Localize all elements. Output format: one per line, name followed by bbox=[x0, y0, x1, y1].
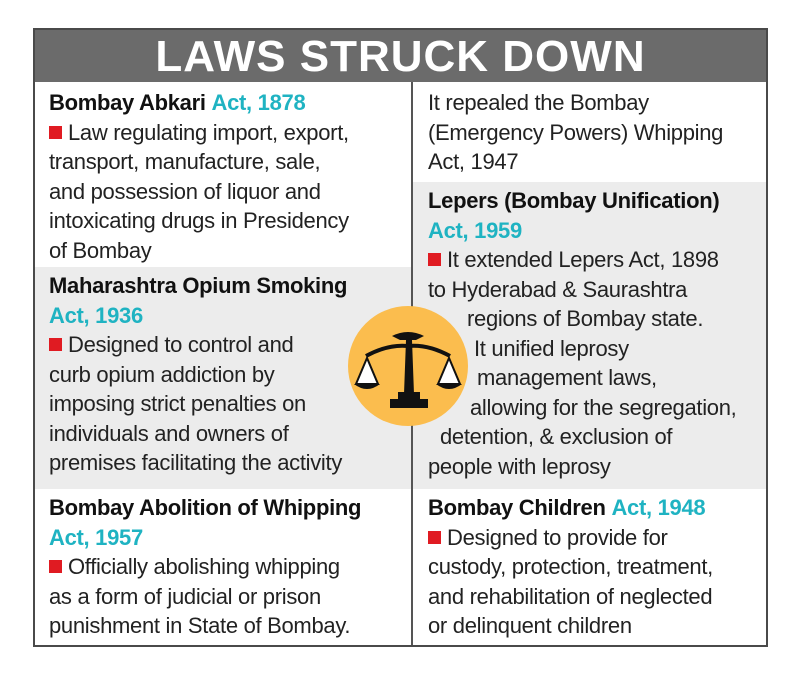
bullet-icon bbox=[49, 125, 62, 139]
text-line: allowing for the segregation, bbox=[470, 394, 737, 420]
bullet-icon bbox=[49, 338, 62, 351]
text-line: management laws, bbox=[477, 365, 657, 390]
text-line: or delinquent children bbox=[428, 613, 632, 638]
text-line: custody, protection, treatment, bbox=[428, 554, 713, 579]
text-line: individuals and owners of bbox=[49, 420, 289, 446]
text-line: Officially abolishing whipping bbox=[68, 554, 340, 579]
text-line: of Bombay bbox=[49, 237, 152, 263]
infographic: LAWS STRUCK DOWN Bombay Abkari Act, 1878… bbox=[33, 28, 768, 647]
bullet-icon bbox=[428, 253, 441, 266]
law-name: Maharashtra Opium Smoking bbox=[49, 273, 348, 298]
text-line: curb opium addiction by bbox=[49, 361, 275, 387]
law-lepers-unification: Lepers (Bombay Unification) Act, 1959 It… bbox=[413, 182, 766, 489]
text-line: and possession of liquor and bbox=[49, 178, 321, 204]
text-line: imposing strict penalties on bbox=[49, 391, 306, 416]
scales-of-justice-icon bbox=[348, 306, 468, 426]
act-year: Act, 1948 bbox=[611, 495, 706, 520]
text-line: as a form of judicial or prison bbox=[49, 583, 321, 609]
text-line: Designed to provide for bbox=[447, 524, 668, 550]
bullet-icon bbox=[428, 530, 441, 544]
text-line: (Emergency Powers) Whipping bbox=[428, 119, 724, 145]
text-line: and rehabilitation of neglected bbox=[428, 583, 713, 609]
text-line: people with leprosy bbox=[428, 453, 611, 479]
text-line: It extended Lepers Act, 1898 bbox=[447, 247, 719, 272]
act-year: Act, 1957 bbox=[49, 524, 143, 550]
text-line: It unified leprosy bbox=[474, 335, 629, 361]
text-line: regions of Bombay state. bbox=[467, 306, 704, 331]
act-year: Act, 1936 bbox=[49, 302, 143, 328]
act-year: Act, 1878 bbox=[211, 90, 306, 115]
text-line: Act, 1947 bbox=[428, 149, 519, 174]
act-year: Act, 1959 bbox=[428, 217, 522, 243]
text-line: punishment in State of Bombay. bbox=[49, 613, 351, 638]
text-line: detention, & exclusion of bbox=[440, 424, 673, 449]
bullet-icon bbox=[49, 560, 62, 573]
text-line: intoxicating drugs in Presidency bbox=[49, 208, 349, 233]
text-line: It repealed the Bombay bbox=[428, 90, 649, 115]
title: LAWS STRUCK DOWN bbox=[35, 30, 766, 82]
text-line: Law regulating import, export, bbox=[68, 119, 349, 145]
whipping-continued: It repealed the Bombay (Emergency Powers… bbox=[413, 84, 766, 182]
law-bombay-children: Bombay Children Act, 1948 Designed to pr… bbox=[413, 489, 766, 645]
text-line: Designed to control and bbox=[68, 332, 294, 357]
law-name: Bombay Children bbox=[428, 495, 606, 520]
law-name: Lepers (Bombay Unification) bbox=[428, 188, 720, 213]
text-line: to Hyderabad & Saurashtra bbox=[428, 276, 688, 302]
text-line: premises facilitating the activity bbox=[49, 450, 343, 475]
law-name: Bombay Abolition of Whipping bbox=[49, 495, 362, 520]
law-abolition-of-whipping: Bombay Abolition of Whipping Act, 1957 O… bbox=[35, 489, 411, 645]
text-line: transport, manufacture, sale, bbox=[49, 149, 321, 174]
law-name: Bombay Abkari bbox=[49, 90, 206, 115]
law-bombay-abkari: Bombay Abkari Act, 1878 Law regulating i… bbox=[35, 84, 411, 267]
